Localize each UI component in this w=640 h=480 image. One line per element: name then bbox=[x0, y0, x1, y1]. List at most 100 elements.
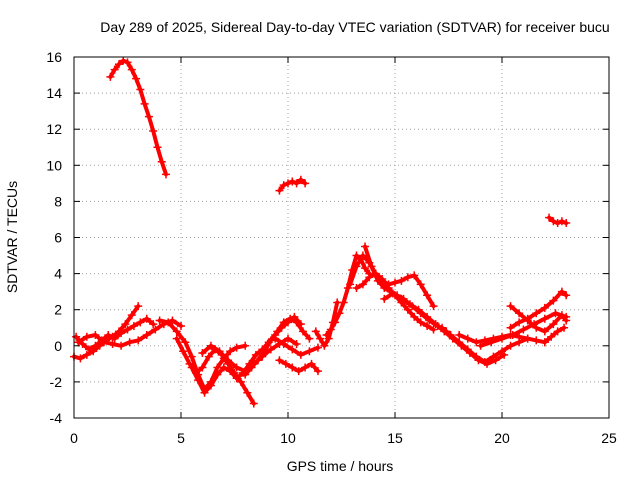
data-point bbox=[545, 213, 554, 222]
tick-layer: -4 -2 0 2 4 6 8 10 12 14 16 0 5 10 15 20 25 bbox=[46, 49, 617, 446]
data-point bbox=[410, 312, 419, 321]
data-point bbox=[346, 280, 355, 289]
data-point bbox=[431, 320, 440, 329]
series-arc-24 bbox=[508, 304, 569, 334]
data-point bbox=[200, 388, 209, 397]
data-point bbox=[123, 58, 132, 67]
data-point bbox=[540, 327, 549, 336]
data-point bbox=[463, 334, 472, 343]
data-point bbox=[125, 338, 134, 347]
data-point bbox=[284, 334, 292, 343]
data-point bbox=[187, 363, 196, 372]
data-point bbox=[168, 316, 177, 325]
data-point bbox=[140, 99, 149, 108]
y-tick-label: 10 bbox=[46, 157, 62, 173]
data-point bbox=[266, 336, 275, 345]
data-point bbox=[292, 339, 301, 348]
data-point bbox=[226, 347, 235, 356]
data-point bbox=[279, 318, 288, 327]
series-arc-1 bbox=[108, 58, 168, 177]
data-point bbox=[206, 381, 215, 390]
data-point bbox=[557, 287, 566, 296]
data-point bbox=[320, 341, 329, 350]
data-point bbox=[296, 350, 305, 359]
data-point bbox=[532, 309, 541, 318]
data-point bbox=[549, 217, 558, 226]
data-point bbox=[119, 56, 128, 65]
data-point bbox=[76, 354, 85, 363]
data-point bbox=[414, 305, 423, 314]
data-point bbox=[562, 291, 571, 300]
y-tick-label: 16 bbox=[46, 49, 62, 65]
data-point bbox=[519, 325, 528, 334]
data-point bbox=[187, 352, 196, 361]
data-point bbox=[358, 251, 367, 260]
data-point bbox=[298, 327, 307, 336]
data-point bbox=[540, 338, 549, 347]
data-point bbox=[72, 332, 81, 341]
data-point bbox=[91, 330, 100, 339]
x-tick-label: 10 bbox=[280, 430, 296, 446]
data-point bbox=[463, 345, 472, 354]
data-point bbox=[279, 181, 288, 190]
data-point bbox=[397, 294, 406, 303]
data-point bbox=[123, 325, 132, 334]
data-point bbox=[326, 325, 335, 334]
data-point bbox=[142, 330, 151, 339]
data-point bbox=[284, 179, 292, 188]
data-point bbox=[134, 302, 143, 311]
data-point bbox=[281, 359, 290, 368]
data-point bbox=[172, 327, 181, 336]
data-point bbox=[489, 352, 498, 361]
data-point bbox=[532, 323, 541, 332]
series-arc-25 bbox=[542, 325, 567, 345]
data-point bbox=[74, 338, 83, 347]
data-point bbox=[132, 74, 141, 83]
data-point bbox=[106, 72, 115, 81]
data-point bbox=[403, 305, 412, 314]
data-point bbox=[367, 262, 376, 271]
data-point bbox=[155, 316, 164, 325]
x-tick-label: 25 bbox=[601, 430, 617, 446]
y-tick-label: -4 bbox=[50, 410, 63, 426]
data-point bbox=[335, 309, 344, 318]
data-point bbox=[301, 179, 310, 188]
data-point bbox=[224, 356, 233, 365]
data-point bbox=[562, 219, 571, 228]
data-point bbox=[316, 334, 325, 343]
data-point bbox=[455, 330, 464, 339]
data-point bbox=[294, 367, 303, 376]
series-arc-18 bbox=[363, 244, 449, 334]
data-point bbox=[515, 332, 524, 341]
data-point bbox=[547, 332, 556, 341]
x-tick-label: 15 bbox=[387, 430, 403, 446]
data-point bbox=[352, 262, 361, 271]
data-point bbox=[455, 338, 464, 347]
data-point bbox=[553, 327, 562, 336]
data-point bbox=[136, 85, 145, 94]
data-point bbox=[117, 341, 126, 350]
data-point bbox=[397, 276, 406, 285]
data-point bbox=[549, 320, 558, 329]
y-tick-label: 8 bbox=[54, 193, 62, 209]
data-point bbox=[301, 363, 310, 372]
data-point bbox=[247, 363, 256, 372]
data-point bbox=[506, 302, 515, 311]
data-point bbox=[279, 339, 288, 348]
data-point bbox=[260, 347, 269, 356]
data-point bbox=[162, 170, 171, 179]
data-point bbox=[562, 316, 571, 325]
data-point bbox=[142, 314, 151, 323]
data-point bbox=[104, 330, 113, 339]
data-point bbox=[134, 336, 143, 345]
data-point bbox=[358, 280, 367, 289]
x-tick-label: 5 bbox=[177, 430, 185, 446]
data-point bbox=[487, 338, 496, 347]
data-point bbox=[405, 300, 414, 309]
data-point bbox=[429, 302, 438, 311]
data-point bbox=[508, 330, 517, 339]
series-layer bbox=[70, 56, 571, 408]
data-point bbox=[498, 334, 506, 343]
data-point bbox=[322, 330, 331, 339]
y-axis-label: SDTVAR / TECUs bbox=[4, 181, 20, 293]
